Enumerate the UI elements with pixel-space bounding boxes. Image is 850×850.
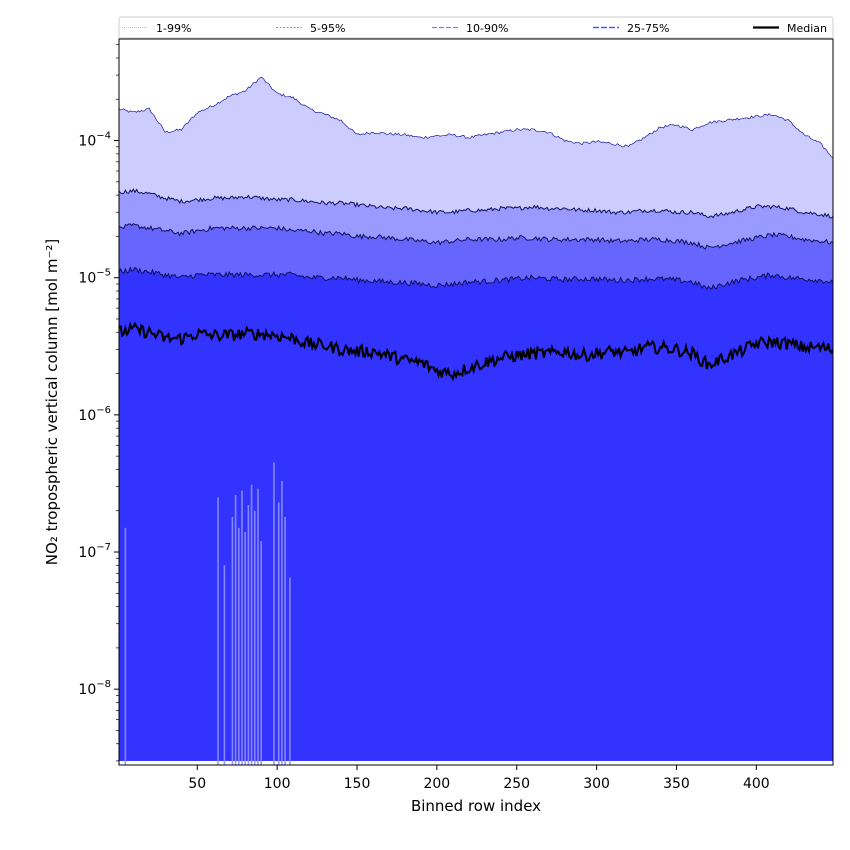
x-tick-label-300: 300 bbox=[583, 776, 610, 792]
plot-content bbox=[119, 77, 833, 765]
y-tick-label-4: 10−4 bbox=[78, 131, 111, 150]
y-tick-label-3: 10−5 bbox=[78, 268, 111, 287]
band-25-75pct bbox=[119, 267, 833, 761]
x-tick-label-350: 350 bbox=[663, 776, 690, 792]
legend-label-1: 5-95% bbox=[310, 22, 345, 35]
x-tick-label-200: 200 bbox=[423, 776, 450, 792]
x-tick-label-50: 50 bbox=[188, 776, 206, 792]
series-line-median bbox=[119, 321, 833, 382]
axes-frame bbox=[118, 38, 834, 766]
legend-box bbox=[118, 16, 834, 39]
x-tick-label-250: 250 bbox=[503, 776, 530, 792]
plot-area bbox=[119, 77, 833, 765]
y-tick-label-2: 10−6 bbox=[78, 405, 111, 424]
band-edge-10-90pct bbox=[119, 222, 833, 250]
legend-label-2: 10-90% bbox=[466, 22, 508, 35]
x-tick-label-400: 400 bbox=[743, 776, 770, 792]
y-axis-label: NO₂ tropospheric vertical column [mol m⁻… bbox=[43, 239, 61, 565]
y-tick-label-0: 10−8 bbox=[78, 679, 111, 698]
legend: 1-99% 5-95% 10-90% 25-75% Median bbox=[118, 16, 834, 39]
x-tick-label-150: 150 bbox=[344, 776, 371, 792]
x-axis-label: Binned row index bbox=[411, 797, 541, 815]
band-edge-1-99pct bbox=[119, 77, 833, 159]
x-tick-label-100: 100 bbox=[264, 776, 291, 792]
legend-label-0: 1-99% bbox=[156, 22, 191, 35]
band-edge-5-95pct bbox=[119, 188, 833, 219]
band-edge-25-75pct bbox=[119, 266, 833, 291]
legend-label-3: 25-75% bbox=[627, 22, 669, 35]
axes: 50 100 150 200 250 300 350 400 10−8 10−7 10−6 10−5 1… bbox=[78, 38, 834, 792]
legend-label-4: Median bbox=[787, 22, 827, 35]
y-tick-label-1: 10−7 bbox=[78, 542, 111, 561]
